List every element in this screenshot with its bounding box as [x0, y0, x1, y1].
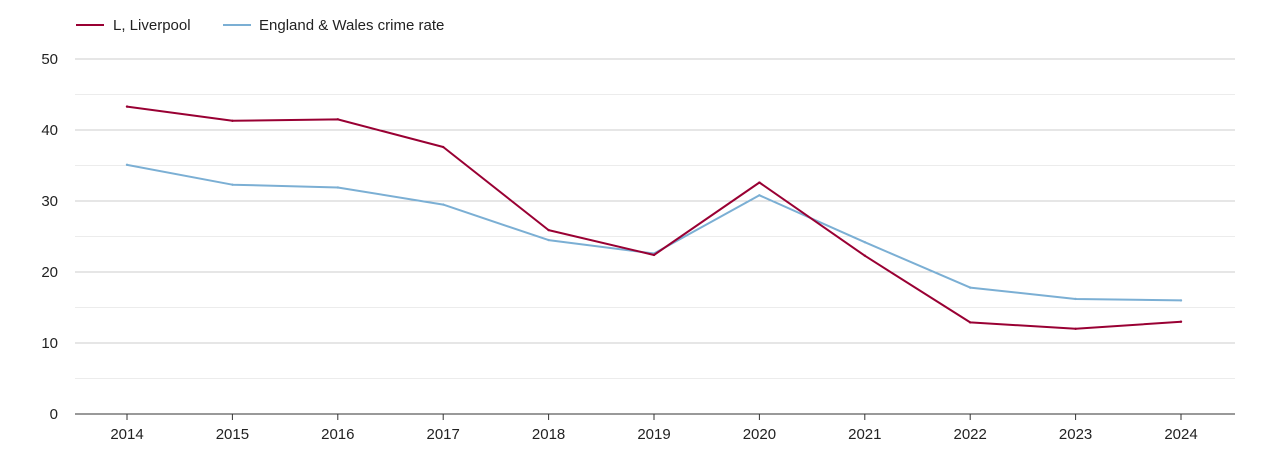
x-tick-label: 2020 [743, 426, 776, 443]
x-tick-label: 2021 [848, 426, 881, 443]
y-tick-label: 0 [50, 406, 58, 423]
data-point-l-liverpool [1179, 320, 1183, 323]
data-point-l-liverpool [547, 228, 550, 232]
data-point-england-wales-crime-rate [1074, 297, 1077, 301]
series-line-england-wales-crime-rate [126, 163, 1182, 302]
grid-layer [75, 58, 1235, 379]
x-tick-label: 2022 [954, 426, 987, 443]
x-tick-label: 2016 [321, 426, 354, 443]
data-point-l-liverpool [758, 181, 761, 184]
data-point-england-wales-crime-rate [125, 163, 129, 166]
data-point-l-liverpool [863, 254, 866, 257]
series-layer [125, 105, 1183, 330]
y-tick-label: 20 [41, 264, 58, 281]
data-point-l-liverpool [336, 118, 339, 121]
data-point-l-liverpool [1074, 327, 1077, 330]
data-point-england-wales-crime-rate [231, 183, 234, 186]
legend-label-england-wales: England & Wales crime rate [259, 17, 444, 34]
data-point-l-liverpool [969, 321, 972, 324]
legend: L, Liverpool England & Wales crime rate [76, 17, 444, 34]
data-point-l-liverpool [125, 105, 129, 108]
data-point-england-wales-crime-rate [969, 286, 972, 289]
data-point-england-wales-crime-rate [442, 203, 445, 206]
data-point-england-wales-crime-rate [1179, 299, 1183, 302]
x-tick-label: 2018 [532, 426, 565, 443]
y-tick-label: 40 [41, 122, 58, 139]
data-point-l-liverpool [442, 145, 445, 149]
axis-layer: 0 10 20 30 40 50 2014 2015 2016 2017 2018 2019 2020 2… [41, 51, 1235, 443]
y-tick-label: 50 [41, 51, 58, 68]
data-point-england-wales-crime-rate [336, 186, 339, 189]
x-tick-label: 2019 [637, 426, 670, 443]
x-tick-label: 2024 [1164, 426, 1197, 443]
y-tick-label: 30 [41, 193, 58, 210]
data-point-england-wales-crime-rate [758, 194, 761, 197]
x-tick-label: 2015 [216, 426, 249, 443]
data-point-england-wales-crime-rate [547, 238, 550, 242]
data-point-l-liverpool [652, 253, 656, 257]
data-point-england-wales-crime-rate [863, 240, 866, 244]
y-tick-label: 10 [41, 335, 58, 352]
data-point-l-liverpool [231, 119, 234, 122]
x-tick-label: 2017 [427, 426, 460, 443]
legend-label-l-liverpool: L, Liverpool [113, 17, 191, 34]
x-tick-label: 2014 [110, 426, 143, 443]
series-line-l-liverpool [126, 105, 1182, 330]
x-tick-label: 2023 [1059, 426, 1092, 443]
